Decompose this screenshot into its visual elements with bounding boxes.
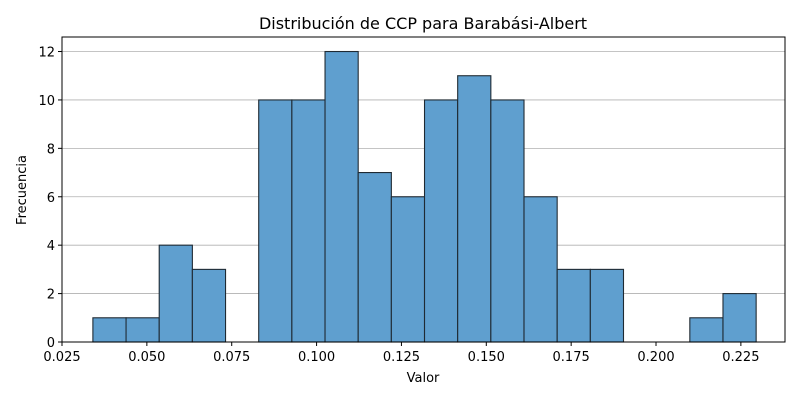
- histogram-bar: [258, 99, 293, 343]
- histogram-bar: [125, 317, 160, 343]
- histogram-bar: [324, 50, 359, 343]
- x-tick-label: 0.025: [43, 350, 80, 365]
- x-tick-label: 0.200: [637, 350, 674, 365]
- chart-title: Distribución de CCP para Barabási-Albert: [259, 14, 587, 33]
- histogram-bar: [291, 99, 326, 343]
- y-tick-label: 8: [47, 142, 55, 157]
- histogram-bar: [390, 196, 426, 343]
- y-axis: 0 2 4 6 8 10 12: [38, 46, 62, 351]
- histogram-bar: [423, 99, 459, 343]
- y-tick-label: 6: [47, 191, 55, 206]
- x-tick-label: 0.075: [213, 350, 250, 365]
- y-tick-label: 10: [38, 94, 55, 109]
- y-tick-label: 2: [47, 288, 55, 303]
- histogram-bar: [92, 317, 127, 343]
- y-tick-label: 0: [47, 336, 55, 351]
- bars: [92, 50, 757, 343]
- y-tick-label: 4: [47, 239, 55, 254]
- histogram-bar: [689, 317, 724, 343]
- plot-frame: [61, 36, 786, 343]
- y-axis-title: Frecuencia: [15, 155, 30, 225]
- x-axis: 0.025 0.050 0.075 0.100 0.125 0.150 0.175 0.200…: [43, 342, 759, 365]
- histogram-bar: [158, 244, 193, 343]
- y-tick-label: 12: [38, 46, 55, 61]
- x-tick-label: 0.100: [298, 350, 335, 365]
- x-tick-label: 0.175: [553, 350, 590, 365]
- histogram-bar: [556, 268, 591, 343]
- x-axis-title: Valor: [407, 371, 440, 386]
- x-tick-label: 0.050: [128, 350, 165, 365]
- histogram-bar: [191, 268, 227, 343]
- x-tick-label: 0.125: [383, 350, 420, 365]
- histogram-bar: [722, 293, 757, 343]
- histogram-bar: [589, 268, 625, 343]
- histogram-bar: [457, 75, 492, 343]
- x-tick-label: 0.225: [722, 350, 759, 365]
- histogram-bar: [523, 196, 558, 343]
- histogram-bar: [490, 99, 525, 343]
- x-tick-label: 0.150: [468, 350, 505, 365]
- histogram-bar: [357, 172, 392, 343]
